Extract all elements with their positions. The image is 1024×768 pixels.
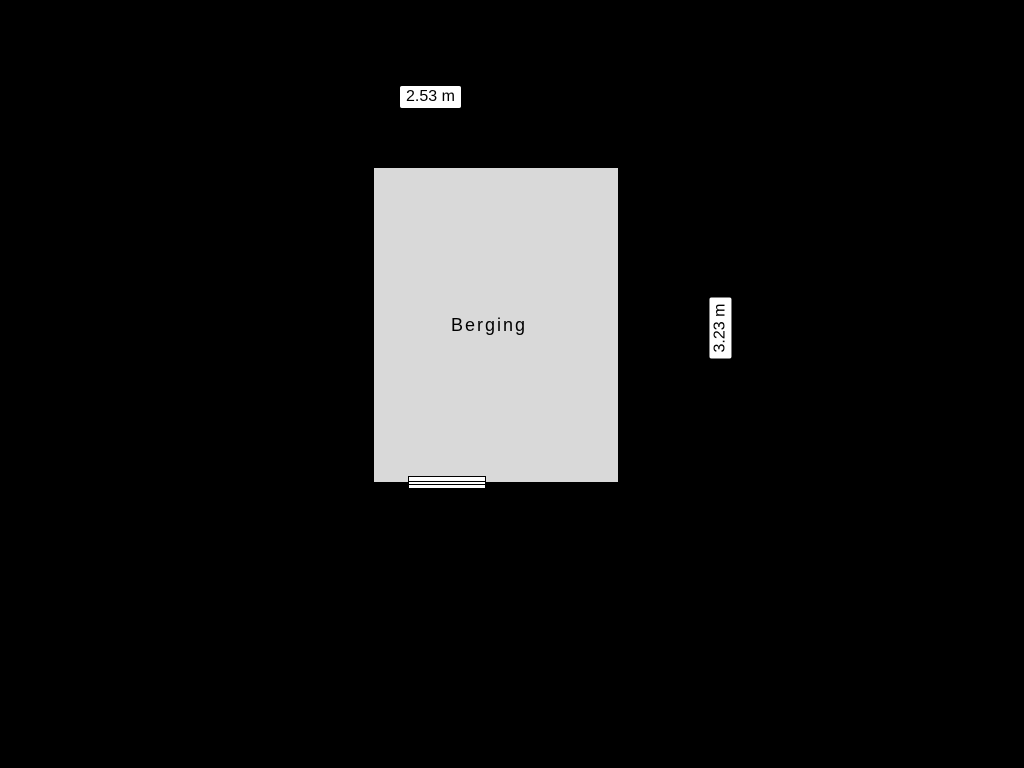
door-line — [409, 488, 485, 489]
door-lines — [409, 477, 485, 489]
dimension-width: 2.53 m — [400, 86, 461, 108]
door-line — [409, 484, 485, 485]
door-line — [409, 481, 485, 482]
dimension-height: 3.23 m — [709, 298, 731, 359]
door-threshold — [408, 476, 486, 490]
room-label: Berging — [451, 315, 527, 336]
